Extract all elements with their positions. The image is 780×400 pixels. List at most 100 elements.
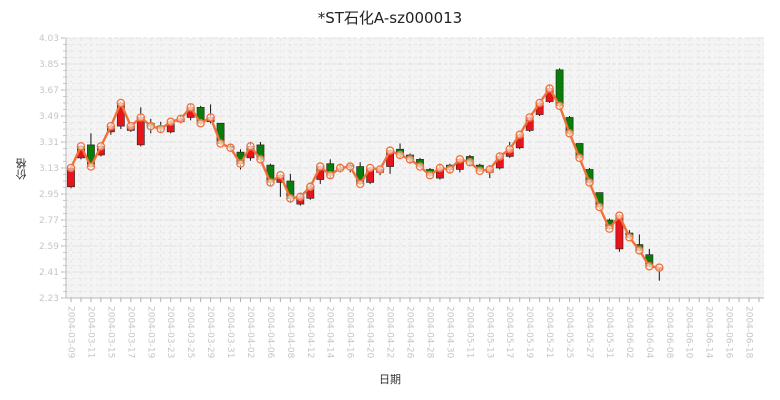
close-price-marker (206, 113, 215, 122)
x-tick-label: 2004-06-02 (624, 306, 634, 358)
x-tick-label: 2004-04-14 (325, 306, 335, 359)
close-price-marker (136, 113, 146, 122)
close-price-marker (126, 121, 136, 131)
close-price-marker (575, 153, 584, 163)
y-tick-label: 2.41 (39, 268, 59, 278)
close-price-marker (156, 124, 165, 134)
x-tick-label: 2004-06-10 (684, 306, 694, 359)
close-price-marker (335, 163, 345, 173)
close-price-marker (465, 157, 475, 167)
x-tick-label: 2004-04-22 (385, 306, 395, 358)
close-price-marker (425, 170, 435, 180)
close-price-marker (385, 146, 395, 155)
close-price-marker (535, 98, 544, 108)
x-tick-label: 2004-06-14 (704, 306, 714, 359)
x-tick-label: 2004-03-19 (145, 306, 155, 359)
x-tick-label: 2004-05-17 (504, 306, 514, 358)
x-tick-label: 2004-05-21 (544, 306, 554, 358)
x-tick-label: 2004-04-26 (405, 306, 415, 359)
close-price-marker (116, 98, 126, 108)
close-price-marker (306, 182, 315, 192)
x-tick-label: 2004-05-13 (484, 306, 494, 358)
close-price-marker (276, 170, 285, 180)
close-price-marker (495, 152, 505, 161)
x-tick-label: 2004-05-27 (584, 306, 594, 358)
close-price-marker (605, 224, 614, 233)
x-tick-label: 2004-04-28 (424, 306, 434, 359)
close-price-marker (146, 121, 156, 131)
close-price-marker (375, 165, 385, 174)
y-tick-label: 3.85 (39, 60, 59, 70)
x-tick-label: 2004-04-12 (305, 306, 315, 358)
close-price-marker (645, 261, 654, 271)
close-price-marker (345, 162, 355, 171)
close-price-marker (625, 233, 634, 242)
y-tick-label: 2.95 (39, 190, 59, 200)
y-axis-title: 价格 (15, 158, 28, 180)
close-price-marker (525, 113, 534, 122)
close-price-marker (505, 144, 514, 154)
y-tick-label: 2.59 (39, 242, 59, 252)
x-tick-label: 2004-04-30 (444, 306, 454, 359)
close-price-marker (565, 129, 574, 138)
x-tick-label: 2004-03-09 (65, 306, 75, 359)
close-price-marker (325, 170, 335, 180)
close-price-marker (485, 165, 495, 174)
x-axis-title: 日期 (379, 373, 401, 386)
close-price-marker (106, 121, 116, 131)
x-tick-label: 2004-03-15 (105, 306, 115, 358)
x-tick-label: 2004-03-23 (165, 306, 175, 358)
close-price-marker (176, 114, 185, 124)
close-price-marker (296, 192, 305, 202)
y-tick-label: 2.23 (39, 294, 59, 304)
close-price-marker (585, 178, 594, 187)
close-price-marker (415, 162, 425, 171)
y-tick-label: 4.03 (39, 34, 59, 44)
y-tick-label: 3.49 (39, 112, 59, 122)
close-price-marker (355, 179, 365, 189)
chart-title: *ST石化A-sz000013 (317, 9, 463, 27)
close-price-marker (475, 166, 485, 176)
close-price-marker (236, 159, 245, 168)
close-price-marker (595, 202, 604, 212)
close-price-marker (226, 143, 235, 153)
close-price-marker (286, 194, 295, 203)
close-price-marker (635, 246, 644, 255)
x-tick-label: 2004-05-19 (524, 306, 534, 359)
y-tick-label: 3.31 (39, 138, 59, 148)
y-tick-label: 3.67 (39, 86, 59, 96)
close-price-marker (66, 163, 76, 173)
close-price-marker (395, 150, 405, 160)
x-tick-label: 2004-03-31 (225, 306, 235, 358)
x-tick-label: 2004-03-11 (85, 306, 95, 358)
close-price-marker (186, 103, 195, 112)
close-price-marker (445, 165, 455, 174)
x-tick-label: 2004-03-17 (125, 306, 135, 358)
close-price-marker (316, 162, 325, 171)
close-price-marker (455, 155, 465, 164)
x-tick-label: 2004-04-16 (345, 306, 355, 359)
close-price-marker (266, 178, 275, 187)
x-tick-label: 2004-06-04 (644, 306, 654, 359)
close-price-marker (615, 211, 624, 220)
x-tick-label: 2004-04-06 (265, 306, 275, 359)
close-price-marker (166, 117, 175, 127)
close-price-marker (435, 163, 445, 173)
close-price-marker (365, 163, 375, 173)
close-price-marker (76, 142, 86, 151)
x-tick-label: 2004-06-16 (724, 306, 734, 359)
x-tick-label: 2004-03-29 (205, 306, 215, 359)
close-price-marker (555, 101, 564, 111)
x-tick-label: 2004-05-25 (564, 306, 574, 358)
close-price-marker (545, 84, 554, 93)
close-price-marker (246, 142, 255, 151)
y-tick-label: 3.13 (39, 164, 59, 174)
close-price-marker (655, 263, 664, 272)
close-price-marker (515, 130, 524, 140)
close-price-marker (96, 142, 106, 151)
close-price-marker (405, 155, 415, 164)
close-price-marker (196, 118, 205, 128)
x-tick-label: 2004-05-31 (604, 306, 614, 358)
